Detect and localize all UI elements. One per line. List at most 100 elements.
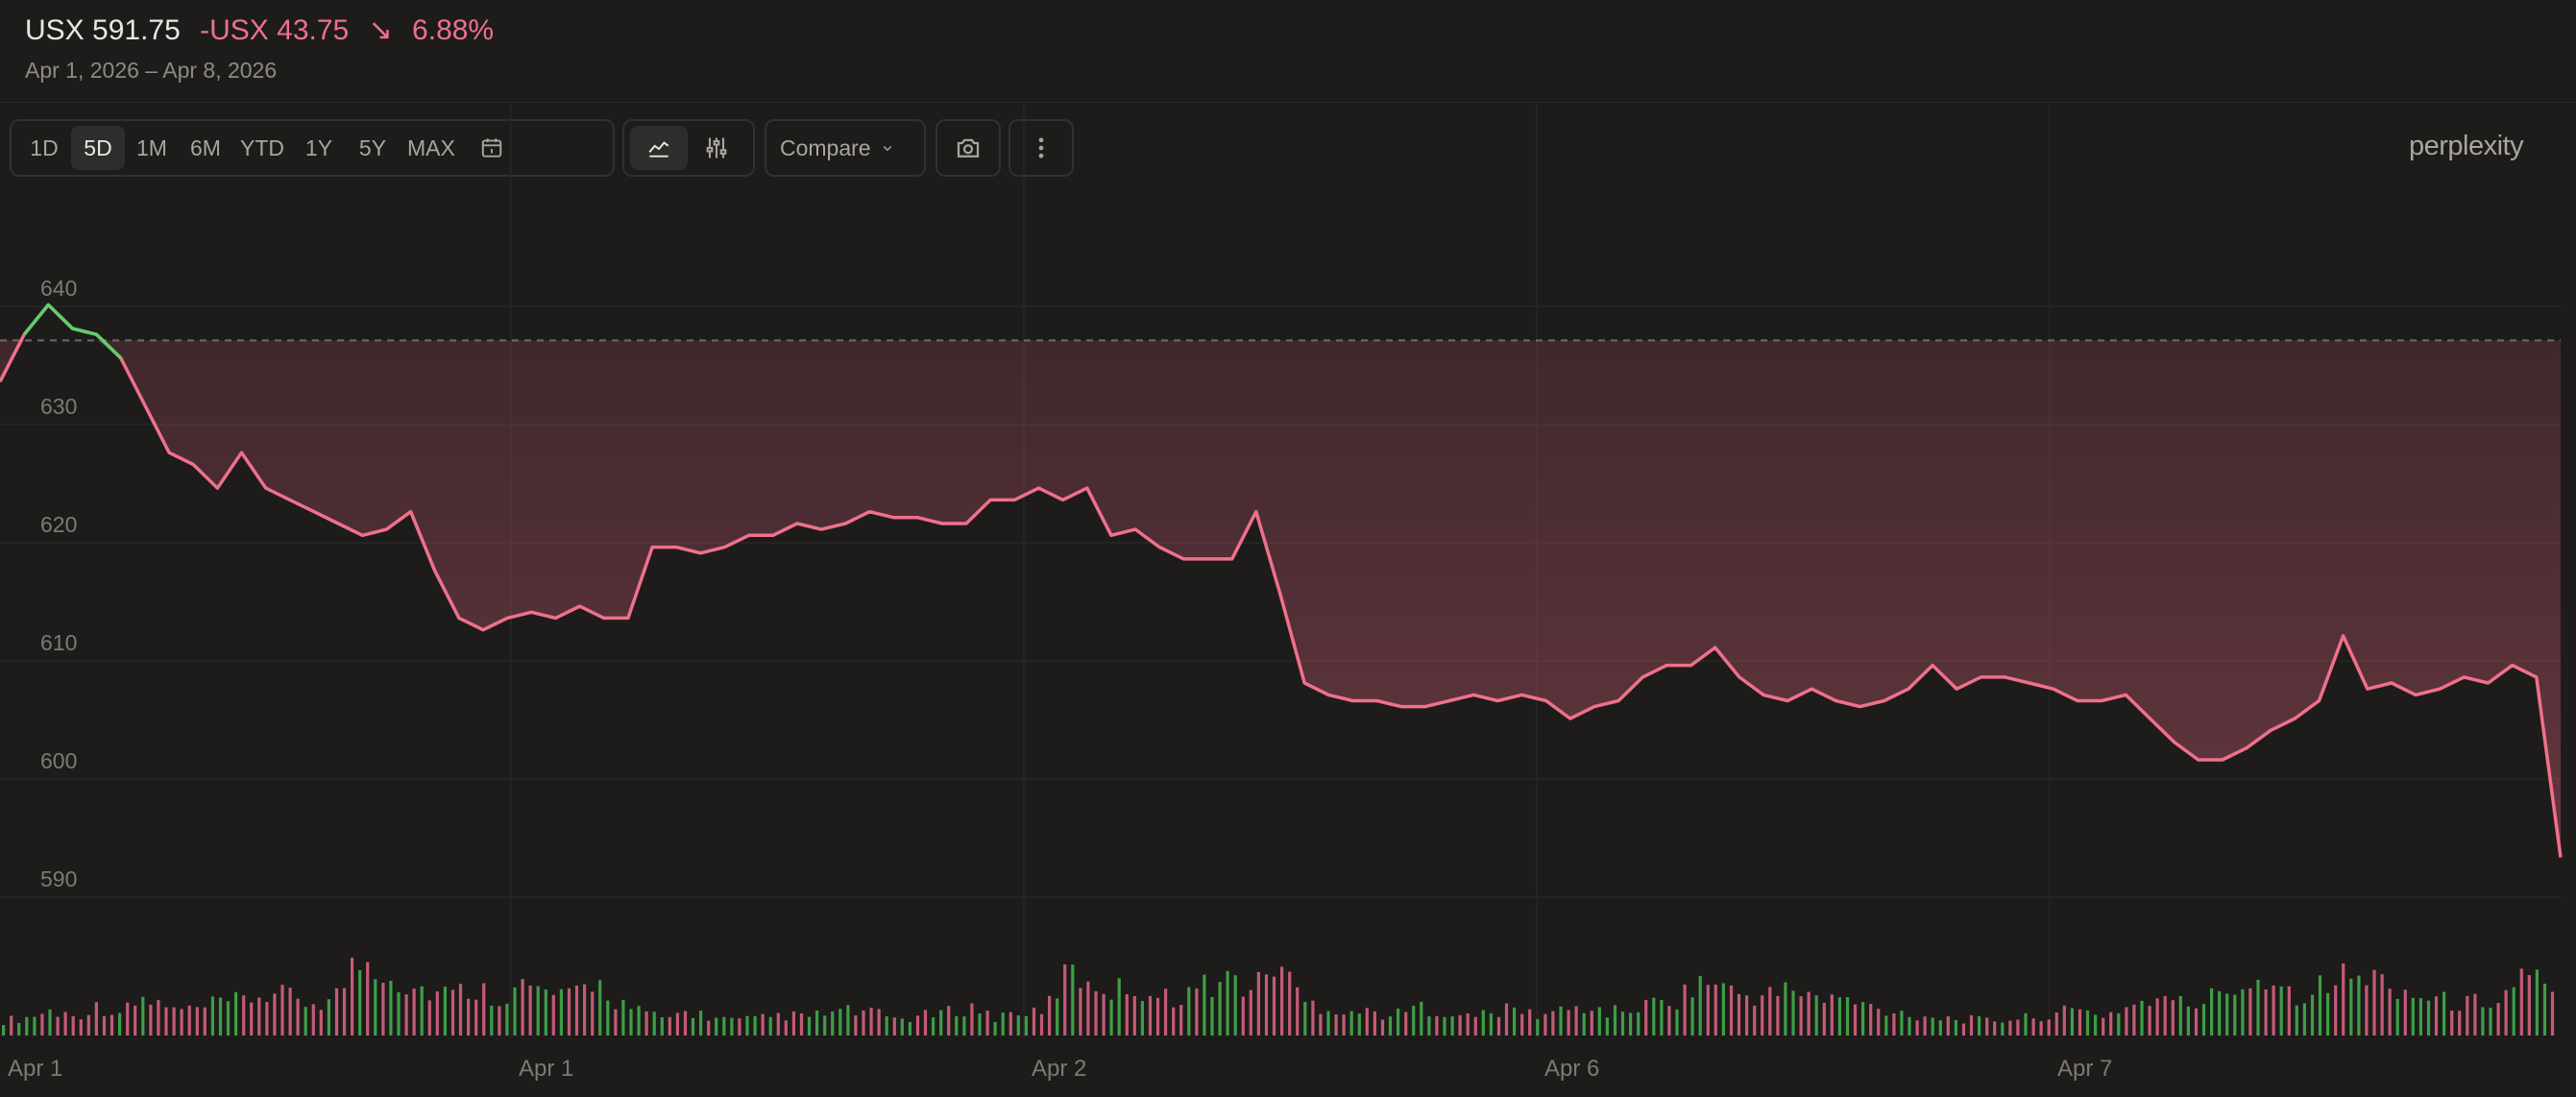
range-5d-button[interactable]: 5D: [71, 126, 125, 170]
volume-bar: [109, 1014, 114, 1036]
volume-bar: [2078, 1009, 2082, 1036]
volume-bar: [366, 962, 370, 1036]
volume-bar: [2535, 969, 2539, 1036]
volume-bar: [2163, 996, 2167, 1036]
volume-bar: [1900, 1011, 1904, 1036]
volume-bar: [715, 1017, 718, 1036]
volume-bar: [10, 1015, 13, 1036]
volume-bar: [304, 1007, 307, 1036]
x-tick-label: Apr 7: [2057, 1056, 2112, 1082]
volume-bar: [1915, 1020, 1919, 1036]
volume-bar: [2125, 1007, 2128, 1036]
volume-bar: [1528, 1009, 1532, 1036]
range-ytd-button[interactable]: YTD: [240, 134, 284, 160]
range-5y-button[interactable]: 5Y: [358, 134, 387, 160]
volume-bar: [2357, 975, 2361, 1036]
volume-bar: [1450, 1016, 1454, 1036]
volume-bar: [559, 988, 563, 1036]
chart-type-group: [622, 119, 755, 177]
volume-bar: [342, 987, 347, 1036]
volume-bar: [482, 983, 486, 1036]
y-tick-label: 630: [40, 394, 77, 419]
volume-bar: [1365, 1008, 1369, 1036]
volume-bar: [2342, 963, 2345, 1036]
volume-bar: [1466, 1013, 1470, 1036]
volume-bar: [2264, 989, 2268, 1036]
volume-bar: [498, 1006, 501, 1036]
volume-bar: [141, 996, 145, 1036]
volume-bar: [1938, 1020, 1942, 1036]
range-1y-button[interactable]: 1Y: [304, 134, 333, 160]
volume-bar: [1063, 964, 1067, 1036]
volume-bar: [1140, 1001, 1144, 1036]
y-tick-label: 620: [40, 512, 77, 537]
volume-bar: [1713, 985, 1717, 1036]
volume-bar: [1551, 1011, 1555, 1036]
volume-bar: [358, 970, 362, 1036]
volume-bar: [1342, 1014, 1346, 1036]
volume-bar: [2450, 1011, 2454, 1036]
volume-bar: [203, 1007, 207, 1036]
volume-bar: [234, 991, 238, 1036]
volume-bar: [458, 984, 463, 1036]
volume-bar: [2225, 993, 2229, 1036]
volume-bar: [1660, 1000, 1664, 1036]
volume-bar: [2372, 969, 2376, 1036]
indicators-icon: [706, 137, 727, 158]
volume-bar: [242, 995, 246, 1036]
volume-bar: [892, 1017, 896, 1036]
volume-bar: [513, 987, 517, 1036]
volume-bar: [1768, 987, 1772, 1036]
volume-bar: [1993, 1021, 1997, 1036]
volume-bar: [102, 1015, 107, 1036]
volume-bar: [218, 997, 223, 1036]
volume-bar: [885, 1016, 888, 1036]
volume-bar: [450, 989, 455, 1036]
calendar-button[interactable]: [463, 126, 521, 170]
volume-bar: [1683, 984, 1687, 1036]
line-chart-button[interactable]: [630, 126, 688, 170]
volume-bar: [738, 1018, 741, 1036]
compare-dropdown[interactable]: Compare: [765, 119, 926, 177]
volume-bar: [319, 1010, 323, 1036]
volume-bar: [48, 1009, 52, 1036]
volume-bar: [730, 1017, 734, 1036]
volume-bar: [1753, 1006, 1757, 1036]
volume-bar: [1776, 995, 1780, 1036]
volume-bar: [1978, 1015, 1981, 1036]
range-1m-button[interactable]: 1M: [136, 134, 167, 160]
volume-bar: [1729, 986, 1734, 1036]
volume-bar: [273, 993, 277, 1036]
volume-bar: [2403, 989, 2407, 1036]
volume-bar: [1311, 1000, 1315, 1036]
volume-bar: [33, 1016, 36, 1036]
volume-bar: [1745, 995, 1749, 1036]
volume-bar: [644, 1011, 648, 1036]
volume-bar: [63, 1012, 67, 1036]
volume-bar: [521, 979, 524, 1036]
volume-bar: [1056, 998, 1059, 1036]
volume-bar: [2473, 993, 2477, 1036]
volume-bar: [606, 1000, 610, 1036]
volume-bar: [397, 992, 401, 1036]
range-1d-button[interactable]: 1D: [30, 134, 59, 160]
indicators-button[interactable]: [688, 126, 745, 170]
volume-bar: [1536, 1018, 1540, 1036]
y-tick-label: 590: [40, 866, 77, 891]
volume-bar: [427, 1000, 431, 1036]
range-6m-button[interactable]: 6M: [190, 134, 221, 160]
more-options-button[interactable]: [1009, 119, 1074, 177]
volume-bar: [474, 999, 478, 1036]
screenshot-button[interactable]: [936, 119, 1001, 177]
volume-bar: [1892, 1013, 1896, 1036]
volume-bar: [877, 1009, 881, 1036]
volume-bar: [1148, 995, 1153, 1036]
volume-bar: [2241, 988, 2245, 1036]
volume-bar: [2039, 1021, 2043, 1036]
volume-bar: [25, 1016, 29, 1036]
volume-bar: [327, 999, 330, 1036]
volume-bar: [854, 1015, 858, 1036]
range-max-button[interactable]: MAX: [407, 134, 455, 160]
volume-bar: [1969, 1015, 1974, 1036]
